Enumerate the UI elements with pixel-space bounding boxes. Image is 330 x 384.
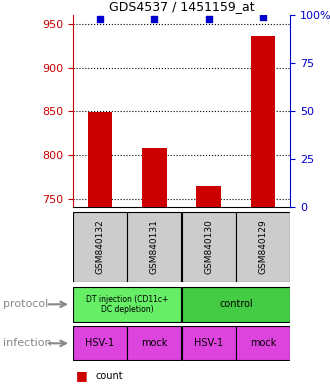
Point bbox=[260, 14, 266, 20]
Bar bbox=[127, 212, 182, 282]
Bar bbox=[236, 326, 290, 360]
Bar bbox=[196, 186, 221, 207]
Text: protocol: protocol bbox=[3, 299, 49, 310]
Text: GSM840129: GSM840129 bbox=[259, 219, 268, 274]
Text: ■: ■ bbox=[76, 369, 88, 382]
Bar bbox=[182, 287, 290, 322]
Text: HSV-1: HSV-1 bbox=[85, 338, 115, 348]
Bar bbox=[127, 326, 182, 360]
Bar bbox=[73, 287, 182, 322]
Bar bbox=[142, 148, 167, 207]
Point bbox=[97, 16, 102, 22]
Bar bbox=[182, 212, 236, 282]
Bar bbox=[182, 326, 236, 360]
Text: mock: mock bbox=[141, 338, 167, 348]
Bar bbox=[236, 212, 290, 282]
Text: mock: mock bbox=[250, 338, 276, 348]
Bar bbox=[251, 36, 276, 207]
Bar bbox=[73, 212, 127, 282]
Text: infection: infection bbox=[3, 338, 52, 348]
Text: GSM840131: GSM840131 bbox=[150, 219, 159, 274]
Text: GSM840132: GSM840132 bbox=[95, 219, 104, 274]
Title: GDS4537 / 1451159_at: GDS4537 / 1451159_at bbox=[109, 0, 254, 13]
Bar bbox=[73, 326, 127, 360]
Text: HSV-1: HSV-1 bbox=[194, 338, 223, 348]
Text: control: control bbox=[219, 299, 253, 310]
Point bbox=[206, 16, 211, 22]
Text: DT injection (CD11c+
DC depletion): DT injection (CD11c+ DC depletion) bbox=[86, 295, 168, 314]
Point bbox=[151, 16, 157, 22]
Bar bbox=[87, 112, 112, 207]
Text: count: count bbox=[96, 371, 123, 381]
Text: GSM840130: GSM840130 bbox=[204, 219, 213, 274]
